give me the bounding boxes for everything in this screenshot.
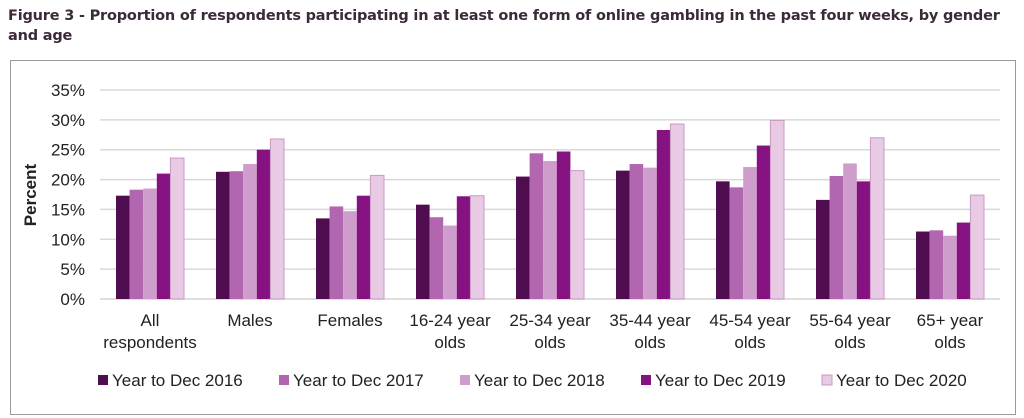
- bar: [469, 195, 485, 300]
- bar: [743, 167, 757, 299]
- bar: [669, 123, 685, 300]
- bar: [856, 181, 871, 299]
- y-tick-label: 20%: [51, 171, 85, 190]
- y-axis-ticks: 0% 5% 10% 15% 20% 25% 30% 35%: [51, 81, 85, 309]
- bar: [756, 145, 771, 299]
- bar: [943, 235, 957, 299]
- x-category-label: 35-44 year: [609, 311, 691, 330]
- bar: [816, 199, 830, 299]
- bar: [169, 157, 185, 300]
- y-tick-label: 15%: [51, 200, 85, 219]
- bar: [329, 206, 344, 299]
- bar: [143, 188, 157, 299]
- x-category-label: olds: [634, 333, 665, 352]
- y-tick-label: 35%: [51, 81, 85, 100]
- x-category-label: olds: [734, 333, 765, 352]
- bar: [229, 171, 244, 299]
- bar: [356, 195, 371, 299]
- x-category-label: olds: [834, 333, 865, 352]
- bar: [116, 195, 130, 299]
- bar: [243, 164, 257, 299]
- bar: [543, 161, 557, 299]
- bar: [956, 222, 971, 299]
- bar: [343, 211, 357, 299]
- x-category-label: 65+ year: [917, 311, 984, 330]
- x-category-label: 55-64 year: [809, 311, 891, 330]
- bar: [429, 217, 444, 299]
- bar: [569, 170, 585, 300]
- bar: [129, 189, 144, 299]
- bar: [456, 196, 471, 299]
- x-category-label: Females: [317, 311, 382, 330]
- bar: [516, 176, 530, 299]
- legend-label: Year to Dec 2018: [474, 371, 605, 390]
- bar: [916, 231, 930, 299]
- legend-label: Year to Dec 2019: [655, 371, 786, 390]
- y-tick-label: 5%: [60, 260, 85, 279]
- bar: [656, 130, 671, 299]
- x-category-label: 45-54 year: [709, 311, 791, 330]
- bar: [843, 163, 857, 299]
- bar: [969, 194, 985, 300]
- legend: Year to Dec 2016 Year to Dec 2017 Year to …: [98, 371, 967, 390]
- bars: [116, 119, 985, 300]
- x-category-label: 16-24 year: [409, 311, 491, 330]
- bar: [869, 137, 885, 300]
- legend-swatch: [279, 375, 289, 385]
- y-tick-label: 10%: [51, 230, 85, 249]
- legend-label: Year to Dec 2020: [836, 371, 967, 390]
- bar: [829, 175, 844, 299]
- bar: [529, 153, 544, 299]
- bar: [629, 164, 644, 299]
- legend-label: Year to Dec 2016: [112, 371, 243, 390]
- x-category-label: olds: [434, 333, 465, 352]
- bar: [369, 174, 385, 300]
- legend-swatch: [641, 375, 651, 385]
- x-category-label: olds: [934, 333, 965, 352]
- legend-swatch: [460, 375, 470, 385]
- legend-label: Year to Dec 2017: [293, 371, 424, 390]
- x-category-label: olds: [534, 333, 565, 352]
- bar: [256, 149, 271, 299]
- legend-swatch: [98, 375, 108, 385]
- bar: [556, 151, 571, 299]
- bar: [443, 225, 457, 299]
- bar: [616, 170, 630, 299]
- bar: [716, 181, 730, 299]
- bar: [416, 204, 430, 299]
- bar: [929, 230, 944, 299]
- bar: [769, 119, 785, 300]
- x-category-label: Males: [227, 311, 272, 330]
- bar: [156, 173, 171, 299]
- x-category-label: respondents: [103, 333, 197, 352]
- figure-title: Figure 3 - Proportion of respondents par…: [8, 8, 1000, 44]
- x-category-label: All: [141, 311, 160, 330]
- bar: [316, 218, 330, 299]
- y-tick-label: 30%: [51, 111, 85, 130]
- bar: [269, 138, 285, 300]
- y-tick-label: 25%: [51, 141, 85, 160]
- y-tick-label: 0%: [60, 290, 85, 309]
- y-axis-label: Percent: [21, 163, 40, 226]
- bar: [729, 187, 744, 299]
- x-axis-categories: All respondents Males Females 16-24 year olds…: [103, 311, 983, 352]
- bar: [216, 171, 230, 299]
- bar: [643, 167, 657, 299]
- legend-swatch: [821, 374, 833, 386]
- x-category-label: 25-34 year: [509, 311, 591, 330]
